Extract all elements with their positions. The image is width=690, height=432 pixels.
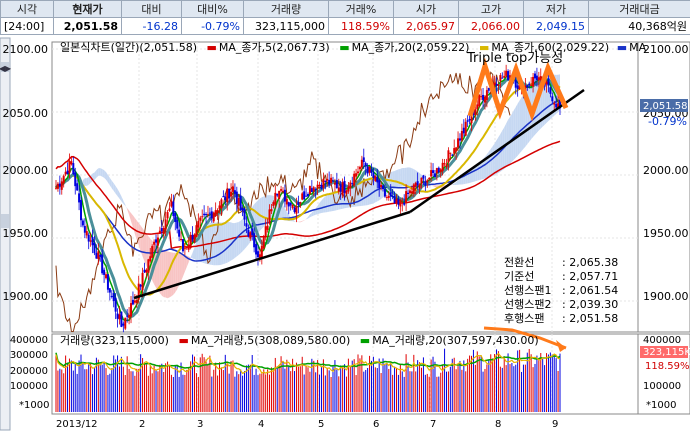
volume-legend-volume: 거래량(323,115,000) [60,334,169,347]
price-tick-left-1950: 1950.00 [3,227,49,240]
header-volume: 거래량 [243,0,329,18]
value-volume-pct: 118.59% [328,17,394,35]
vol-tick-right-100000: 100000 [643,381,681,392]
header-current-price: 현재가 [53,0,122,18]
value-change-pct: -0.79% [181,17,244,35]
price-tick-right-2000: 2000.00 [643,164,689,177]
value-low: 2,049.15 [523,17,589,35]
volume-legend-ma20: MA_거래량,20(307,597,430.00) [372,334,538,347]
x-tick-aug: 8 [495,419,501,430]
collapse-left-button[interactable] [1,62,9,72]
value-change: -16.28 [121,17,182,35]
header-low: 저가 [523,0,589,18]
svg-text:일본식차트(일간)(2,051.58) ▬MA_: 일본식차트(일간)(2,051.58) ▬ MA_종가,5(2,067.73) ▬… [60,40,647,54]
svg-text:: 2,065.38: : 2,065.38 [562,256,618,269]
header-volume-pct: 거래% [328,0,394,18]
svg-text:: 2,039.30: : 2,039.30 [562,298,618,311]
rising-trendline [409,88,585,214]
header-time: 시각 [0,0,54,18]
value-current-price: 2,051.58 [53,17,122,35]
svg-text:◀▶: ◀▶ [0,64,12,73]
last-volume-pct: 118.59% [645,361,690,372]
price-tick-left-2100: 2100.00 [3,43,49,56]
value-volume: 323,115,000 [243,17,329,35]
value-time: [24:00] [0,17,54,35]
value-amount: 40,368억원 [588,17,690,35]
value-high: 2,066.00 [458,17,524,35]
vol-tick-left-400000: 400000 [10,335,48,346]
vol-tick-right-400000: 400000 [643,335,681,346]
volume-unit-left: *1000 [19,400,49,411]
svg-text:기준선: 기준선 [504,270,534,283]
vol-tick-left-200000: 200000 [10,366,48,377]
vol-tick-left-100000: 100000 [10,381,48,392]
price-legend-ma120: MA [629,41,646,54]
price-tick-right-1950: 1950.00 [643,227,689,240]
price-tick-left-2000: 2000.00 [3,164,49,177]
resize-handle[interactable] [1,214,9,228]
svg-text:후행스팬: 후행스팬 [504,312,544,325]
value-open: 2,065.97 [393,17,459,35]
svg-text:거래량(323,115,000) ▬MA_거래량: 거래량(323,115,000) ▬ MA_거래량,5(308,089,580.0… [60,334,539,347]
triple-top-annotation: Triple top가능성 [466,51,563,66]
svg-text:: 2,057.71: : 2,057.71 [562,270,618,283]
header-high: 고가 [458,0,524,18]
vol-tick-left-300000: 300000 [10,350,48,361]
price-legend-ma20: MA_종가,20(2,059.22) [352,41,470,54]
last-volume-badge [640,346,688,358]
last-change-label: -0.79% [648,115,687,128]
svg-text:: 2,061.54: : 2,061.54 [562,284,618,297]
price-legend-ma5: MA_종가,5(2,067.73) [219,41,330,54]
volume-decline-marker [483,326,567,350]
svg-text:전환선: 전환선 [504,256,534,269]
last-price-badge [640,99,688,112]
svg-text:선행스팬1: 선행스팬1 [504,284,551,297]
price-tick-left-1900: 1900.00 [3,290,49,303]
support-trendline [133,210,411,300]
x-tick-apr: 4 [258,419,264,430]
triple-top-marker [467,57,569,122]
ichimoku-panel: 전환선 : 2,065.38 기준선 : 2,057.71 선행스팬1 : 2,061… [504,256,618,325]
left-scroll-bar[interactable] [0,37,11,431]
volume-legend-ma5: MA_거래량,5(308,089,580.00) [191,334,350,347]
x-tick-sep: 9 [552,419,558,430]
x-tick-jul: 7 [430,419,436,430]
chart-area[interactable]: ◀▶ Triple top가능성 일본식차트(일간)(2,051.58) ▬ MA… [0,36,690,432]
x-tick-feb: 2 [139,419,145,430]
price-legend-ma60: MA_종가,60(2,029.22) [491,41,609,54]
volume-unit-right: *1000 [646,400,676,411]
header-change-pct: 대비% [181,0,244,18]
x-tick-start: 2013/12 [56,419,98,430]
header-open: 시가 [393,0,459,18]
x-tick-mar: 3 [197,419,203,430]
price-tick-left-2050: 2050.00 [3,107,49,120]
svg-text:선행스팬2: 선행스팬2 [504,298,551,311]
header-change: 대비 [121,0,182,18]
quote-table: 시각 현재가 대비 대비% 거래량 거래% 시가 고가 저가 거래대금 [24:… [0,0,690,35]
x-tick-jun: 6 [373,419,379,430]
header-amount: 거래대금 [588,0,690,18]
x-tick-may: 5 [318,419,324,430]
price-tick-right-1900: 1900.00 [643,290,689,303]
price-legend-chart: 일본식차트(일간)(2,051.58) [60,40,197,54]
svg-text:: 2,051.58: : 2,051.58 [562,312,618,325]
price-tick-right-2100: 2100.00 [643,43,689,56]
last-volume-label: 323,115K [643,347,690,358]
last-price-label: 2,051.58 [643,101,688,112]
